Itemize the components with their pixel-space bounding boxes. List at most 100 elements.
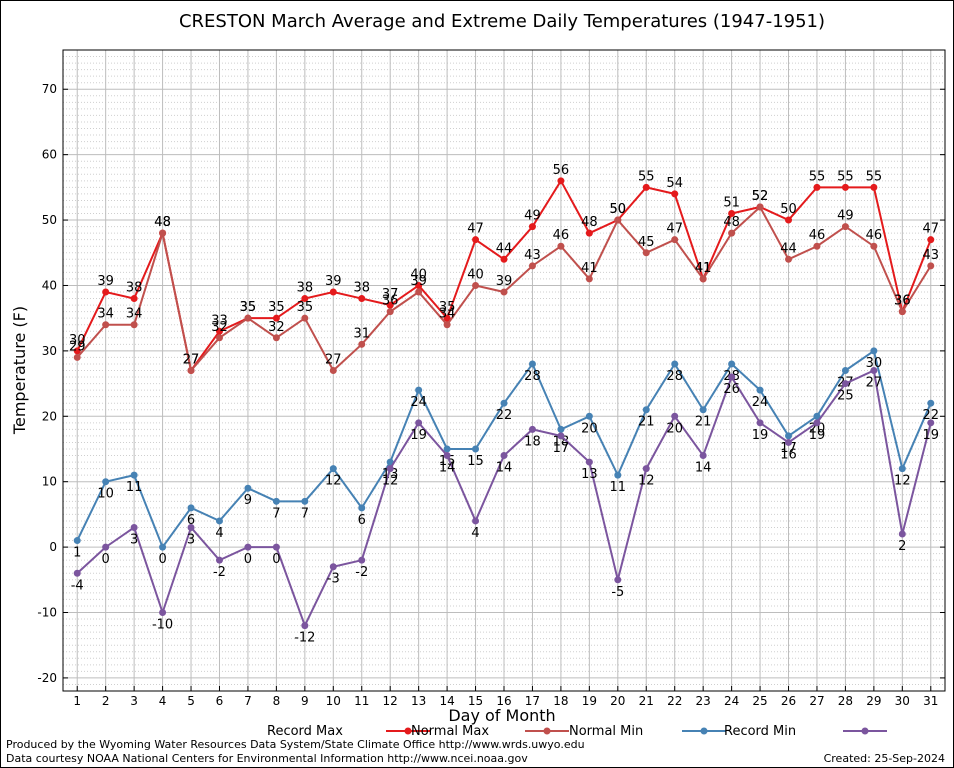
data-point xyxy=(415,386,423,394)
data-point xyxy=(500,288,508,296)
data-label: 27 xyxy=(325,353,342,368)
x-axis-label: Day of Month xyxy=(448,706,555,725)
data-label: 35 xyxy=(240,300,257,315)
data-point xyxy=(813,242,821,250)
data-label: 13 xyxy=(382,467,399,482)
data-label: 39 xyxy=(325,274,342,289)
data-label: 33 xyxy=(211,313,228,328)
data-label: 46 xyxy=(866,228,883,243)
data-point xyxy=(642,465,650,473)
data-label: 39 xyxy=(97,274,114,289)
data-point xyxy=(671,236,679,244)
data-label: 35 xyxy=(240,300,257,315)
data-point xyxy=(728,373,736,381)
data-label: 6 xyxy=(358,513,366,528)
data-point xyxy=(102,288,110,296)
data-label: 17 xyxy=(780,441,797,456)
data-label: 9 xyxy=(244,493,252,508)
y-axis-label: Temperature (F) xyxy=(10,306,29,435)
x-tick-label: 20 xyxy=(610,694,625,708)
data-point xyxy=(130,523,138,531)
y-tick-label: 60 xyxy=(42,148,57,162)
x-tick-label: 29 xyxy=(866,694,881,708)
x-tick-label: 14 xyxy=(439,694,454,708)
data-point xyxy=(699,452,707,460)
data-label: 11 xyxy=(126,480,143,495)
data-point xyxy=(813,419,821,427)
data-point xyxy=(73,353,81,361)
data-point xyxy=(358,556,366,564)
data-label: 14 xyxy=(695,461,712,476)
data-point xyxy=(472,281,480,289)
data-point xyxy=(870,242,878,250)
footer-created-date: Created: 25-Sep-2024 xyxy=(824,752,945,765)
data-point xyxy=(528,360,536,368)
data-point xyxy=(386,308,394,316)
x-tick-label: 9 xyxy=(301,694,309,708)
data-point xyxy=(358,295,366,303)
data-label: 1 xyxy=(73,546,81,561)
data-label: 55 xyxy=(638,169,655,184)
data-point xyxy=(329,367,337,374)
data-point xyxy=(728,229,736,237)
data-label: 43 xyxy=(923,248,940,263)
data-point xyxy=(927,399,935,407)
data-point xyxy=(215,327,223,335)
data-label: 50 xyxy=(610,202,627,217)
data-point xyxy=(472,236,480,244)
data-point xyxy=(756,386,764,394)
data-label: 0 xyxy=(272,552,280,567)
data-label: -12 xyxy=(294,631,315,646)
data-label: 26 xyxy=(723,382,740,397)
x-tick-label: 10 xyxy=(326,694,341,708)
data-label: 39 xyxy=(410,274,427,289)
data-point xyxy=(614,576,622,584)
data-point xyxy=(785,438,793,446)
data-label: 10 xyxy=(97,487,114,502)
data-label: 30 xyxy=(866,356,883,371)
data-label: 35 xyxy=(268,300,285,315)
data-point xyxy=(614,216,622,224)
x-tick-label: 4 xyxy=(159,694,167,708)
data-point xyxy=(870,183,878,191)
data-point xyxy=(841,183,849,191)
grid-lines xyxy=(63,49,945,692)
data-point xyxy=(187,504,195,512)
footer-produced-by: Produced by the Wyoming Water Resources … xyxy=(6,738,585,751)
data-label: 32 xyxy=(268,320,285,335)
data-label: 3 xyxy=(130,532,138,547)
x-tick-label: 16 xyxy=(496,694,511,708)
data-label: 21 xyxy=(695,415,712,430)
x-tick-label: 2 xyxy=(102,694,110,708)
data-label: 17 xyxy=(553,441,570,456)
data-point xyxy=(215,517,223,525)
data-label: -4 xyxy=(71,578,84,593)
data-label: 0 xyxy=(244,552,252,567)
x-tick-label: 13 xyxy=(411,694,426,708)
data-label: 29 xyxy=(69,339,86,354)
data-point xyxy=(102,543,110,551)
data-point xyxy=(415,288,423,296)
x-tick-label: 17 xyxy=(525,694,540,708)
data-label: -2 xyxy=(213,565,226,580)
data-point xyxy=(585,412,593,420)
data-label: 34 xyxy=(97,307,114,322)
data-label: 12 xyxy=(382,474,399,489)
data-label: 30 xyxy=(69,333,86,348)
data-point xyxy=(301,622,309,630)
data-point xyxy=(870,347,878,355)
data-label: 13 xyxy=(581,467,598,482)
data-label: 19 xyxy=(809,428,826,443)
x-tick-label: 1 xyxy=(73,694,81,708)
data-point xyxy=(130,471,138,479)
data-point xyxy=(443,321,451,329)
data-label: 18 xyxy=(553,434,570,449)
data-point xyxy=(244,543,252,551)
data-label: 24 xyxy=(752,395,769,410)
data-point xyxy=(415,281,423,289)
data-point xyxy=(728,360,736,368)
data-label: 15 xyxy=(467,454,484,469)
legend-label: Normal Min xyxy=(569,724,643,739)
data-point xyxy=(272,497,280,505)
data-point xyxy=(756,419,764,427)
